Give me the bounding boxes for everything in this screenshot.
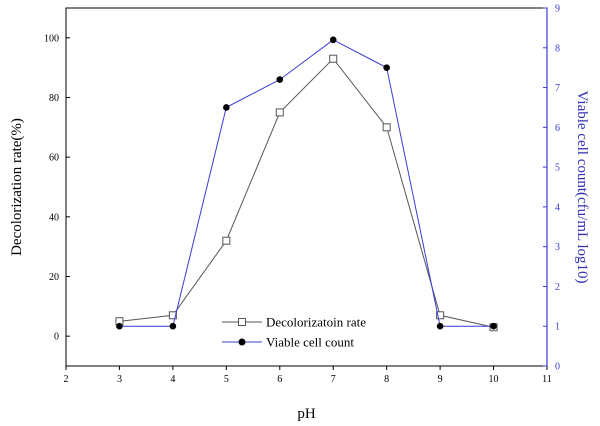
data-point-circle xyxy=(490,322,497,330)
data-point-circle xyxy=(276,76,284,83)
data-point-square xyxy=(275,108,284,117)
left-tick-label: 80 xyxy=(49,93,59,104)
right-axis-ticks: 0 1 2 3 4 5 6 7 8 9 xyxy=(543,4,560,373)
right-tick-label: 4 xyxy=(555,202,560,213)
data-point-circle xyxy=(116,322,123,330)
x-tick-label: 4 xyxy=(170,374,175,385)
x-tick-label: 3 xyxy=(117,374,122,385)
x-tick-label: 9 xyxy=(438,374,443,385)
legend-label-viable-cell: Viable cell count xyxy=(266,335,354,350)
data-point-square xyxy=(436,311,445,320)
plot-frame xyxy=(65,7,548,367)
right-tick-label: 5 xyxy=(555,163,560,174)
data-point-square xyxy=(168,311,177,320)
right-tick-label: 0 xyxy=(555,362,560,373)
data-point-circle xyxy=(383,64,390,71)
x-tick-label: 10 xyxy=(489,374,499,385)
data-point-circle xyxy=(169,322,177,330)
x-axis-title: pH xyxy=(297,406,316,422)
data-point-square xyxy=(329,54,338,63)
legend-marker-viable-cell xyxy=(238,338,246,346)
legend-marker-decolorization xyxy=(238,318,246,326)
left-tick-label: 100 xyxy=(44,33,59,44)
legend-label-decolorization: Decolorizatoin rate xyxy=(266,315,366,330)
right-axis-title: Viable cell count(cfu/mL log10) xyxy=(574,90,590,283)
series-line-1 xyxy=(119,39,494,327)
x-axis-ticks: 2 3 4 5 6 7 8 9 10 11 xyxy=(64,366,552,385)
data-point-circle xyxy=(329,36,337,44)
right-tick-label: 2 xyxy=(555,282,560,293)
right-tick-label: 6 xyxy=(555,123,560,134)
data-point-circle xyxy=(223,104,230,111)
x-tick-label: 6 xyxy=(277,374,282,385)
series-layer xyxy=(115,36,498,332)
x-tick-label: 8 xyxy=(384,374,389,385)
data-point-square xyxy=(222,236,231,245)
left-tick-label: 40 xyxy=(49,212,59,223)
right-tick-label: 3 xyxy=(555,242,560,253)
right-tick-label: 9 xyxy=(555,4,560,15)
x-tick-label: 5 xyxy=(224,374,229,385)
data-point-square xyxy=(382,123,391,132)
x-tick-label: 11 xyxy=(542,374,552,385)
series-line-0 xyxy=(119,57,494,328)
legend: Decolorizatoin rate Viable cell count xyxy=(222,315,366,350)
left-tick-label: 60 xyxy=(49,153,59,164)
left-axis-title: Decolorization rate(%) xyxy=(9,118,25,256)
data-point-circle xyxy=(436,322,444,330)
right-tick-label: 1 xyxy=(555,322,560,333)
left-axis-ticks: 0 20 40 60 80 100 xyxy=(44,33,70,343)
left-tick-label: 20 xyxy=(49,272,59,283)
right-tick-label: 8 xyxy=(555,43,560,54)
x-tick-label: 7 xyxy=(331,374,336,385)
right-tick-label: 7 xyxy=(555,83,560,94)
left-tick-label: 0 xyxy=(54,332,59,343)
x-tick-label: 2 xyxy=(64,374,69,385)
